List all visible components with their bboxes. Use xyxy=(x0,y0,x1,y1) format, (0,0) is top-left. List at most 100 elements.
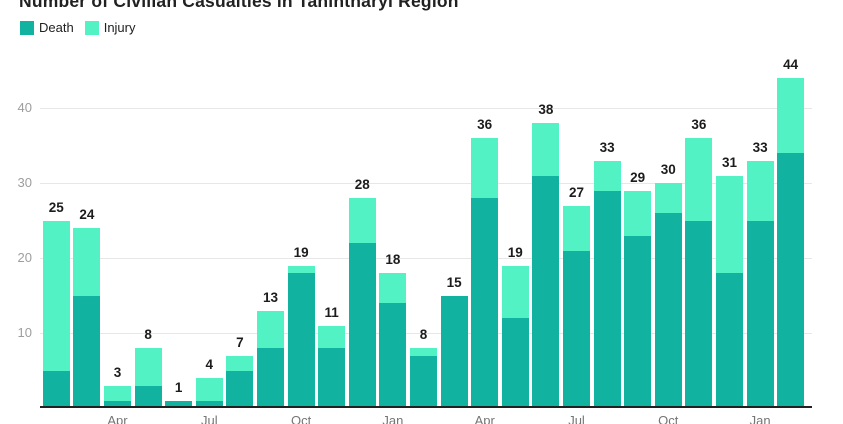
bar-group[interactable] xyxy=(716,175,743,408)
bar-group[interactable] xyxy=(563,205,590,408)
bar-group[interactable] xyxy=(134,348,162,408)
bar-segment-death[interactable] xyxy=(654,213,682,408)
bar-total-label: 4 xyxy=(205,357,214,372)
x-axis-label: Oct xyxy=(658,413,679,424)
x-axis-label: Jul xyxy=(568,413,585,424)
bar-segment-death[interactable] xyxy=(624,235,652,408)
x-axis-label: Oct xyxy=(290,413,312,424)
bar-segment-death[interactable] xyxy=(379,303,407,408)
bar-segment-death[interactable] xyxy=(73,295,101,408)
y-axis-label: 10 xyxy=(17,325,32,340)
bar-segment-injury[interactable] xyxy=(42,220,70,371)
bar-group[interactable] xyxy=(318,325,346,408)
bar-segment-death[interactable] xyxy=(226,370,254,408)
bar-segment-death[interactable] xyxy=(195,400,223,408)
bar-segment-injury[interactable] xyxy=(226,355,254,371)
bar-group[interactable] xyxy=(42,220,70,408)
y-axis-label: 30 xyxy=(17,175,32,190)
bar-segment-death[interactable] xyxy=(501,318,529,408)
bar-group[interactable] xyxy=(532,123,560,408)
bar-group[interactable] xyxy=(440,295,468,408)
bar-segment-injury[interactable] xyxy=(716,175,743,273)
bar-segment-death[interactable] xyxy=(287,273,315,408)
gridline xyxy=(40,333,812,334)
bar-group[interactable] xyxy=(226,355,254,408)
bar-segment-injury[interactable] xyxy=(777,78,805,153)
bar-group[interactable] xyxy=(348,198,376,408)
y-axis-label: 20 xyxy=(17,250,32,265)
bar-segment-death[interactable] xyxy=(104,400,131,408)
bar-group[interactable] xyxy=(624,190,652,408)
bar-group[interactable] xyxy=(195,378,223,408)
bar-group[interactable] xyxy=(287,265,315,408)
legend-item-death[interactable]: Death xyxy=(20,20,74,35)
bar-segment-injury[interactable] xyxy=(134,348,162,386)
bar-segment-injury[interactable] xyxy=(746,160,774,221)
bar-segment-death[interactable] xyxy=(348,243,376,408)
gridline xyxy=(40,258,812,259)
bar-segment-injury[interactable] xyxy=(471,138,499,198)
gridline xyxy=(40,108,812,109)
x-axis-line xyxy=(40,406,812,408)
bar-group[interactable] xyxy=(777,78,805,408)
bar-segment-injury[interactable] xyxy=(410,348,437,356)
bar-segment-injury[interactable] xyxy=(73,228,101,296)
bar-segment-injury[interactable] xyxy=(654,183,682,213)
bar-segment-injury[interactable] xyxy=(379,273,407,303)
bar-group[interactable] xyxy=(593,160,621,408)
bar-segment-death[interactable] xyxy=(746,220,774,408)
bar-total-label: 33 xyxy=(752,139,768,155)
bar-segment-injury[interactable] xyxy=(287,265,315,273)
bar-segment-injury[interactable] xyxy=(593,160,621,191)
y-axis-label: 40 xyxy=(17,100,32,115)
bar-segment-death[interactable] xyxy=(410,355,437,408)
bar-group[interactable] xyxy=(379,273,407,408)
bar-segment-injury[interactable] xyxy=(104,385,131,401)
x-axis-label: Jul xyxy=(200,413,218,424)
bar-group[interactable] xyxy=(685,138,713,408)
x-axis-label: Apr xyxy=(107,413,128,424)
bar-segment-death[interactable] xyxy=(716,273,743,408)
plot-area: 25 24 3 8 1 4 7 13 19 11 28 18 8 15 36 19 38 27 33 29 30 36 31… xyxy=(40,57,812,408)
bar-segment-death[interactable] xyxy=(134,385,162,408)
bar-segment-injury[interactable] xyxy=(624,190,652,236)
bar-segment-injury[interactable] xyxy=(685,138,713,221)
bar-segment-injury[interactable] xyxy=(563,205,590,251)
bar-segment-death[interactable] xyxy=(471,198,499,408)
bar-total-label: 15 xyxy=(446,274,462,290)
bar-segment-injury[interactable] xyxy=(501,265,529,318)
bar-total-label: 28 xyxy=(354,177,370,192)
bar-group[interactable] xyxy=(257,310,284,408)
bar-segment-death[interactable] xyxy=(318,348,346,408)
bar-segment-injury[interactable] xyxy=(257,310,284,348)
bar-segment-death[interactable] xyxy=(563,250,590,408)
legend-item-injury[interactable]: Injury xyxy=(84,20,136,35)
bar-total-label: 30 xyxy=(660,162,676,177)
bar-group[interactable] xyxy=(654,183,682,408)
bar-group[interactable] xyxy=(165,400,193,408)
bar-group[interactable] xyxy=(471,138,499,408)
bar-segment-injury[interactable] xyxy=(318,325,346,348)
bar-segment-death[interactable] xyxy=(777,153,805,408)
bar-segment-death[interactable] xyxy=(593,190,621,408)
bar-segment-injury[interactable] xyxy=(348,198,376,243)
bar-segment-death[interactable] xyxy=(685,220,713,408)
bar-group[interactable] xyxy=(410,348,437,408)
bar-segment-injury[interactable] xyxy=(195,378,223,401)
bar-segment-death[interactable] xyxy=(440,295,468,408)
bar-segment-injury[interactable] xyxy=(532,123,560,176)
bar-segment-death[interactable] xyxy=(257,348,284,408)
bar-group[interactable] xyxy=(104,385,131,408)
bar-segment-death[interactable] xyxy=(165,400,193,408)
bar-total-label: 38 xyxy=(538,102,554,117)
chart-title: Number of Civilian Casualties in Taninth… xyxy=(19,0,459,11)
bar-segment-death[interactable] xyxy=(532,175,560,408)
bar-group[interactable] xyxy=(501,265,529,408)
bar-group[interactable] xyxy=(746,160,774,408)
bar-total-label: 24 xyxy=(79,207,95,222)
bar-group[interactable] xyxy=(73,228,101,408)
bar-total-label: 8 xyxy=(419,327,428,342)
gridline xyxy=(40,183,812,184)
bar-segment-death[interactable] xyxy=(42,370,70,408)
